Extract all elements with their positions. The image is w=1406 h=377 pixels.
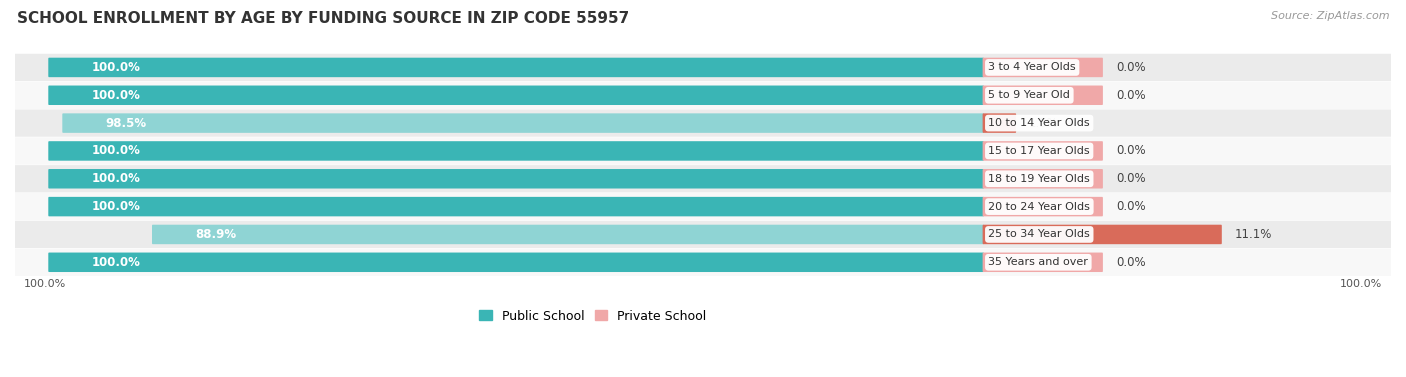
FancyBboxPatch shape	[15, 165, 1391, 192]
Text: 5 to 9 Year Old: 5 to 9 Year Old	[988, 90, 1070, 100]
Text: 0.0%: 0.0%	[1116, 144, 1146, 158]
Text: 100.0%: 100.0%	[91, 256, 141, 269]
Text: Source: ZipAtlas.com: Source: ZipAtlas.com	[1271, 11, 1389, 21]
Legend: Public School, Private School: Public School, Private School	[474, 305, 711, 328]
FancyBboxPatch shape	[152, 225, 984, 244]
Text: 100.0%: 100.0%	[91, 144, 141, 158]
Text: 0.0%: 0.0%	[1116, 256, 1146, 269]
Text: 98.5%: 98.5%	[105, 116, 146, 130]
Text: 0.0%: 0.0%	[1116, 172, 1146, 185]
FancyBboxPatch shape	[983, 58, 1102, 77]
Text: 100.0%: 100.0%	[91, 89, 141, 102]
FancyBboxPatch shape	[48, 197, 984, 216]
Text: 20 to 24 Year Olds: 20 to 24 Year Olds	[988, 202, 1090, 211]
Text: 100.0%: 100.0%	[91, 172, 141, 185]
FancyBboxPatch shape	[983, 225, 1222, 244]
FancyBboxPatch shape	[48, 141, 984, 161]
FancyBboxPatch shape	[48, 169, 984, 188]
FancyBboxPatch shape	[983, 86, 1102, 105]
Text: SCHOOL ENROLLMENT BY AGE BY FUNDING SOURCE IN ZIP CODE 55957: SCHOOL ENROLLMENT BY AGE BY FUNDING SOUR…	[17, 11, 628, 26]
Text: 18 to 19 Year Olds: 18 to 19 Year Olds	[988, 174, 1090, 184]
FancyBboxPatch shape	[15, 109, 1391, 137]
Text: 35 Years and over: 35 Years and over	[988, 257, 1088, 267]
Text: 15 to 17 Year Olds: 15 to 17 Year Olds	[988, 146, 1090, 156]
FancyBboxPatch shape	[15, 82, 1391, 109]
FancyBboxPatch shape	[983, 169, 1102, 188]
FancyBboxPatch shape	[983, 197, 1102, 216]
Text: 10 to 14 Year Olds: 10 to 14 Year Olds	[988, 118, 1090, 128]
FancyBboxPatch shape	[983, 141, 1102, 161]
Text: 1.5%: 1.5%	[1029, 116, 1059, 130]
FancyBboxPatch shape	[983, 113, 1017, 133]
FancyBboxPatch shape	[15, 249, 1391, 276]
FancyBboxPatch shape	[48, 58, 984, 77]
FancyBboxPatch shape	[15, 137, 1391, 165]
FancyBboxPatch shape	[62, 113, 984, 133]
Text: 100.0%: 100.0%	[24, 279, 66, 289]
FancyBboxPatch shape	[15, 54, 1391, 81]
Text: 25 to 34 Year Olds: 25 to 34 Year Olds	[988, 230, 1090, 239]
Text: 0.0%: 0.0%	[1116, 61, 1146, 74]
Text: 100.0%: 100.0%	[91, 200, 141, 213]
Text: 0.0%: 0.0%	[1116, 200, 1146, 213]
Text: 88.9%: 88.9%	[195, 228, 236, 241]
FancyBboxPatch shape	[15, 193, 1391, 220]
FancyBboxPatch shape	[983, 253, 1102, 272]
Text: 0.0%: 0.0%	[1116, 89, 1146, 102]
FancyBboxPatch shape	[48, 253, 984, 272]
FancyBboxPatch shape	[15, 221, 1391, 248]
FancyBboxPatch shape	[48, 86, 984, 105]
Text: 3 to 4 Year Olds: 3 to 4 Year Olds	[988, 63, 1076, 72]
Text: 100.0%: 100.0%	[1340, 279, 1382, 289]
Text: 11.1%: 11.1%	[1234, 228, 1272, 241]
Text: 100.0%: 100.0%	[91, 61, 141, 74]
